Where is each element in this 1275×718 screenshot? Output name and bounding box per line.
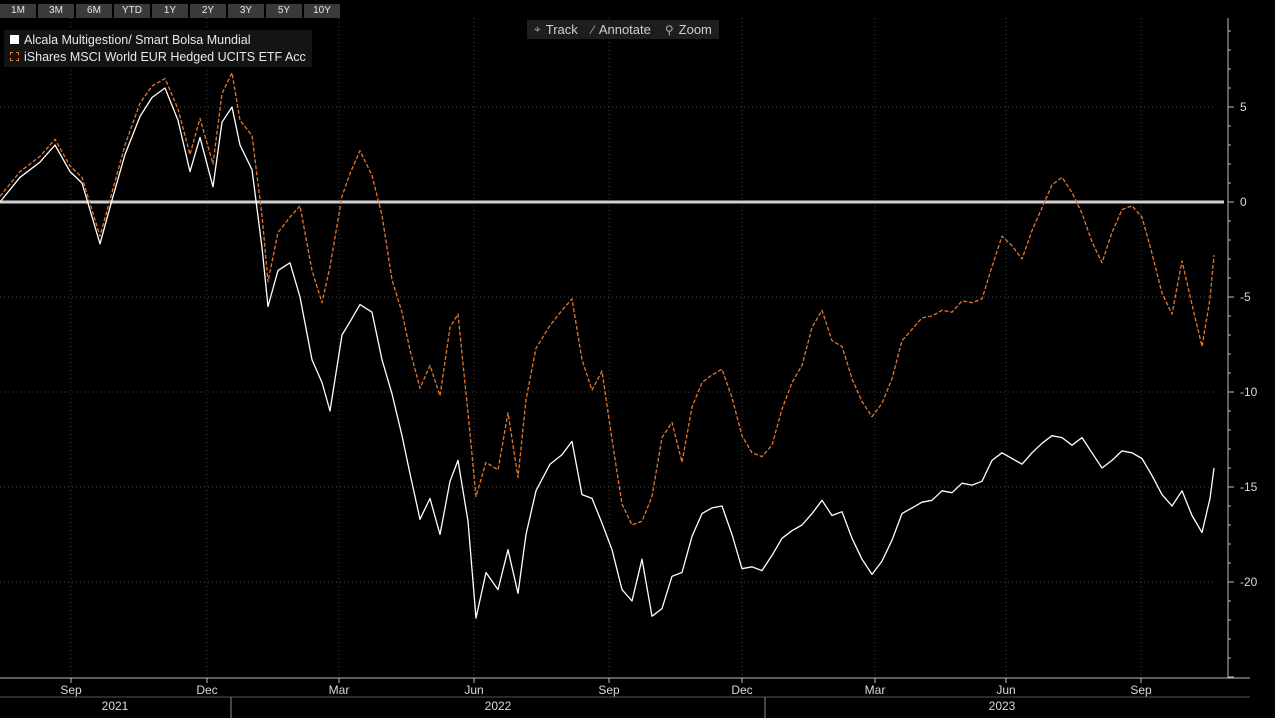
tool-label: Zoom	[678, 22, 712, 37]
range-selector: 1M 3M 6M YTD 1Y 2Y 3Y 5Y 10Y	[0, 4, 342, 19]
range-button-1y[interactable]: 1Y	[152, 4, 188, 18]
y-tick-label: 5	[1240, 100, 1247, 114]
tool-zoom-button[interactable]: ⚲ Zoom	[658, 20, 719, 39]
legend-label-series-2: iShares MSCI World EUR Hedged UCITS ETF …	[24, 49, 306, 64]
y-tick-label: 0	[1240, 195, 1247, 209]
y-tick-label: -5	[1240, 290, 1251, 304]
solid-swatch-icon	[10, 35, 19, 44]
grid-lines	[0, 18, 1214, 678]
magnifier-icon: ⚲	[664, 22, 674, 37]
x-tick-label: Mar	[865, 683, 886, 697]
legend-item-series-1[interactable]: Alcala Multigestion/ Smart Bolsa Mundial	[10, 31, 306, 48]
range-button-5y[interactable]: 5Y	[266, 4, 302, 18]
x-tick-label: Dec	[196, 683, 217, 697]
x-tick-label: Dec	[731, 683, 752, 697]
range-button-6m[interactable]: 6M	[76, 4, 112, 18]
x-tick-label: Jun	[996, 683, 1015, 697]
x-axis: Sep Dec Mar Jun Sep Dec Mar Jun Sep 2021 2022 2023	[0, 677, 1250, 718]
legend: Alcala Multigestion/ Smart Bolsa Mundial…	[4, 30, 312, 67]
legend-item-series-2[interactable]: iShares MSCI World EUR Hedged UCITS ETF …	[10, 48, 306, 65]
tool-annotate-button[interactable]: ⁄ Annotate	[585, 20, 658, 39]
tool-label: Annotate	[598, 22, 651, 37]
x-tick-label: Mar	[329, 683, 350, 697]
range-button-10y[interactable]: 10Y	[304, 4, 340, 18]
year-label: 2023	[989, 699, 1016, 713]
year-label: 2021	[102, 699, 129, 713]
y-axis: 5 0 -5 -10 -15 -20	[1227, 18, 1258, 678]
x-tick-label: Sep	[1130, 683, 1152, 697]
year-label: 2022	[485, 699, 512, 713]
series-lines	[0, 72, 1215, 619]
tool-track-button[interactable]: ⌖ Track	[527, 20, 585, 39]
tool-label: Track	[545, 22, 578, 37]
range-button-2y[interactable]: 2Y	[190, 4, 226, 18]
legend-label-series-1: Alcala Multigestion/ Smart Bolsa Mundial	[24, 32, 251, 47]
x-tick-label: Sep	[60, 683, 82, 697]
series-line-1	[0, 87, 1215, 619]
y-tick-label: -20	[1240, 575, 1258, 589]
x-tick-label: Jun	[464, 683, 483, 697]
range-button-1m[interactable]: 1M	[0, 4, 36, 18]
dashed-swatch-icon	[10, 52, 19, 61]
range-button-ytd[interactable]: YTD	[114, 4, 150, 18]
pencil-icon: ⁄	[591, 22, 594, 37]
y-tick-label: -15	[1240, 480, 1258, 494]
y-tick-label: -10	[1240, 385, 1258, 399]
range-button-3m[interactable]: 3M	[38, 4, 74, 18]
range-button-3y[interactable]: 3Y	[228, 4, 264, 18]
series-line-2	[0, 72, 1215, 526]
crosshair-icon: ⌖	[534, 22, 541, 36]
x-tick-label: Sep	[598, 683, 620, 697]
chart-toolbar: ⌖ Track ⁄ Annotate ⚲ Zoom	[527, 20, 719, 39]
